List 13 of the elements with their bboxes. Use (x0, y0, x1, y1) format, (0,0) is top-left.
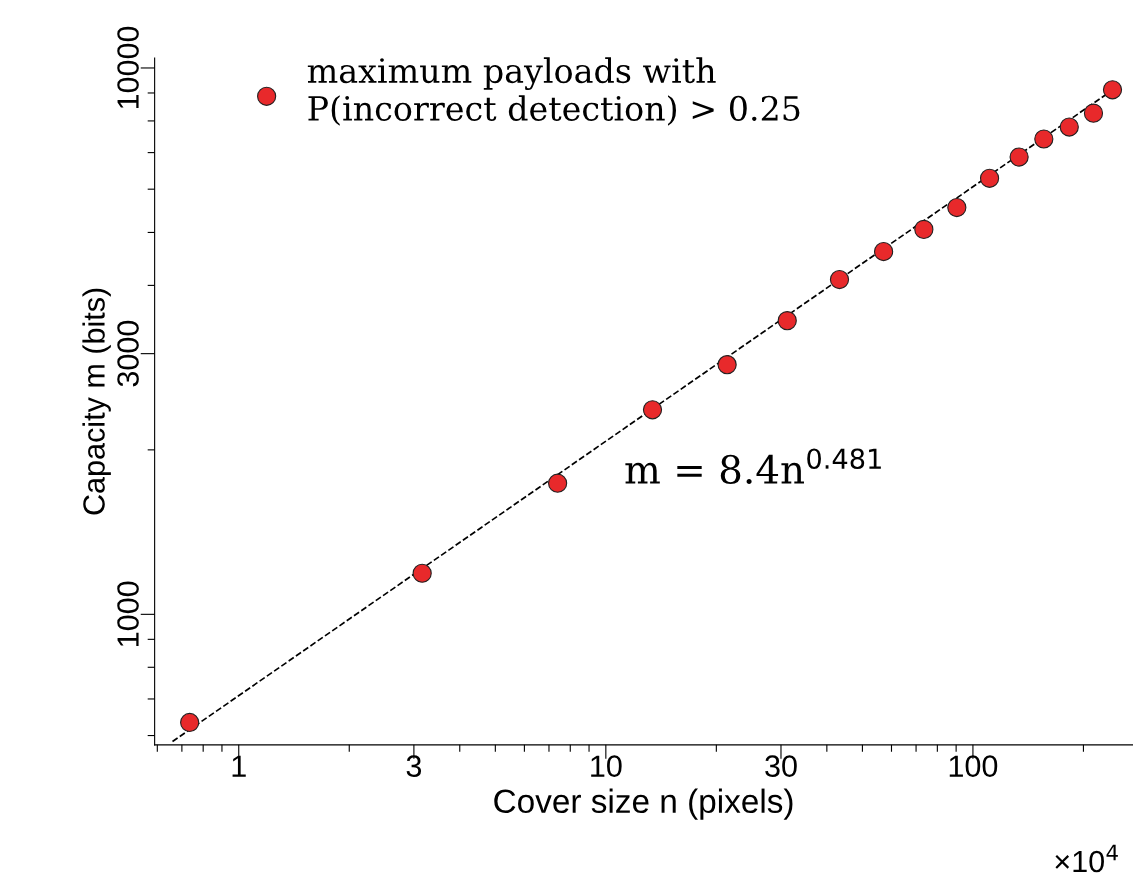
x-tick-label: 3 (406, 755, 422, 777)
y-tick-label: 1000 (117, 581, 139, 646)
x-axis-title: Cover size n (pixels) (494, 788, 793, 820)
x-tick-label: 100 (949, 755, 998, 777)
text: ×10$^{4}$ (1055, 844, 1118, 873)
annotation: m = 8.4n$^{0.481}$ (625, 448, 881, 485)
y-tick-label: 10000 (117, 26, 139, 109)
y-tick-label: 3000 (117, 320, 139, 387)
legend-label: maximum payloads with P(incorrect detection) > 0.25 (307, 57, 800, 126)
y-axis-title: Capacity m (bits) (82, 288, 111, 515)
x-tick-label: 30 (765, 755, 797, 777)
x-tick-label: 10 (591, 755, 622, 777)
x-tick-label: 1 (232, 755, 246, 777)
